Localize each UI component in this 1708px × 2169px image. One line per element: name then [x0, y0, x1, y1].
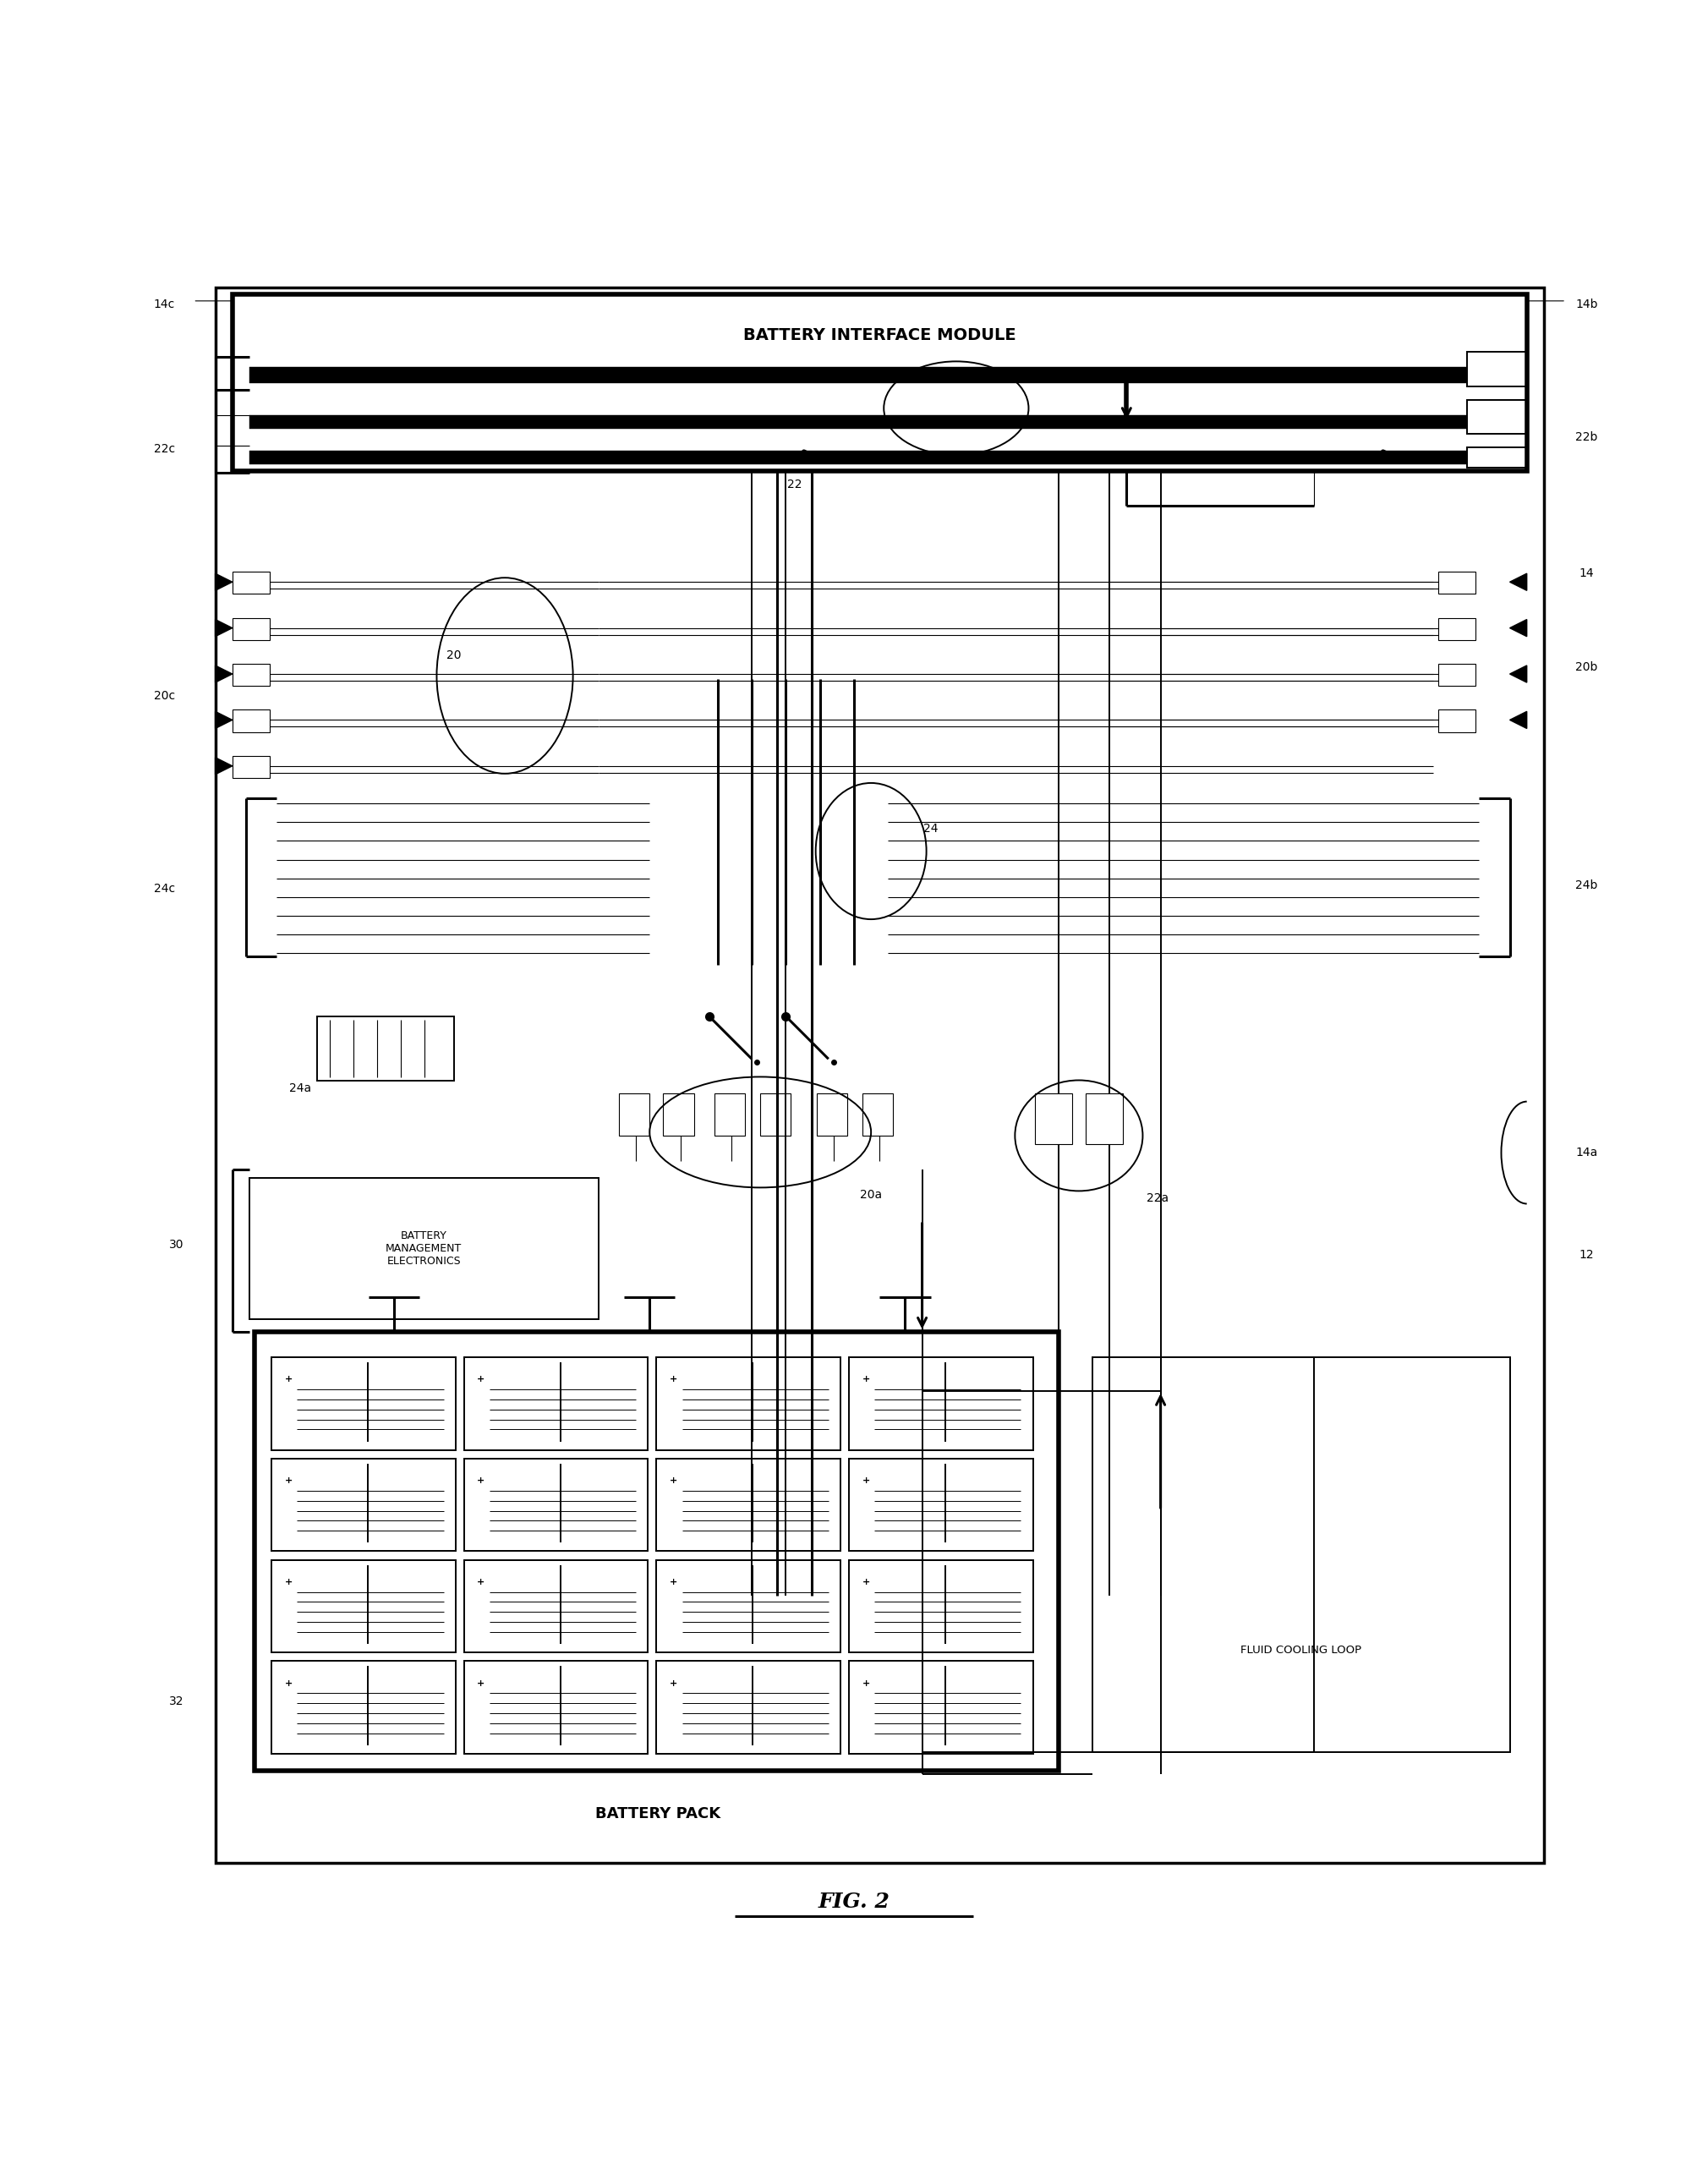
- Bar: [272, 1458, 456, 1551]
- Text: 20b: 20b: [1575, 662, 1597, 672]
- Text: 24c: 24c: [154, 883, 174, 894]
- Text: +: +: [477, 1375, 485, 1384]
- Bar: [1467, 447, 1527, 469]
- Text: 24a: 24a: [289, 1082, 311, 1093]
- Text: +: +: [863, 1577, 869, 1586]
- Text: +: +: [477, 1679, 485, 1687]
- Bar: [272, 1661, 456, 1755]
- Text: 14b: 14b: [1575, 299, 1597, 310]
- Bar: [714, 1093, 745, 1137]
- Bar: [1438, 573, 1476, 594]
- Bar: [254, 1332, 1059, 1770]
- Bar: [1086, 1093, 1124, 1143]
- Bar: [232, 664, 270, 685]
- Text: 22c: 22c: [154, 442, 174, 455]
- Text: +: +: [285, 1679, 292, 1687]
- Text: 24: 24: [924, 822, 938, 835]
- Polygon shape: [1510, 573, 1527, 590]
- Text: 22b: 22b: [1575, 432, 1597, 442]
- Polygon shape: [215, 757, 232, 774]
- Text: +: +: [863, 1375, 869, 1384]
- Polygon shape: [215, 620, 232, 636]
- Bar: [249, 1178, 598, 1319]
- Bar: [656, 1560, 840, 1653]
- Bar: [1093, 1358, 1510, 1753]
- Bar: [1467, 399, 1527, 434]
- Text: 30: 30: [169, 1238, 183, 1252]
- Bar: [249, 451, 1467, 464]
- Bar: [232, 709, 270, 731]
- Text: 22a: 22a: [1146, 1193, 1168, 1204]
- Bar: [816, 1093, 847, 1137]
- Bar: [249, 414, 1467, 429]
- Polygon shape: [1510, 620, 1527, 636]
- Text: +: +: [285, 1375, 292, 1384]
- Text: +: +: [670, 1477, 678, 1486]
- Text: 12: 12: [1578, 1249, 1594, 1260]
- Text: 20: 20: [446, 649, 461, 662]
- Bar: [215, 286, 1544, 1863]
- Text: +: +: [285, 1577, 292, 1586]
- Bar: [272, 1560, 456, 1653]
- Text: +: +: [863, 1679, 869, 1687]
- Text: +: +: [670, 1679, 678, 1687]
- Text: 22: 22: [787, 479, 801, 490]
- Bar: [760, 1093, 791, 1137]
- Text: +: +: [670, 1375, 678, 1384]
- Bar: [1438, 709, 1476, 731]
- Bar: [465, 1458, 647, 1551]
- Bar: [465, 1661, 647, 1755]
- Text: FIG. 2: FIG. 2: [818, 1891, 890, 1913]
- Text: BATTERY
MANAGEMENT
ELECTRONICS: BATTERY MANAGEMENT ELECTRONICS: [386, 1230, 463, 1267]
- Text: +: +: [670, 1577, 678, 1586]
- Text: 14: 14: [1578, 568, 1594, 579]
- Text: 20a: 20a: [861, 1189, 881, 1202]
- Bar: [1035, 1093, 1073, 1143]
- Bar: [849, 1358, 1033, 1449]
- Bar: [232, 295, 1527, 471]
- Text: 32: 32: [169, 1696, 183, 1707]
- Bar: [318, 1017, 454, 1080]
- Text: BATTERY PACK: BATTERY PACK: [596, 1807, 721, 1822]
- Bar: [465, 1358, 647, 1449]
- Text: 14a: 14a: [1575, 1147, 1597, 1158]
- Polygon shape: [1510, 711, 1527, 729]
- Bar: [465, 1560, 647, 1653]
- Bar: [849, 1661, 1033, 1755]
- Polygon shape: [215, 666, 232, 683]
- Text: 14c: 14c: [154, 299, 174, 310]
- Text: +: +: [863, 1477, 869, 1486]
- Polygon shape: [215, 573, 232, 590]
- Bar: [656, 1458, 840, 1551]
- Text: BATTERY INTERFACE MODULE: BATTERY INTERFACE MODULE: [743, 328, 1016, 343]
- Bar: [1467, 351, 1527, 386]
- Bar: [656, 1358, 840, 1449]
- Bar: [1438, 664, 1476, 685]
- Bar: [618, 1093, 649, 1137]
- Bar: [232, 573, 270, 594]
- Bar: [1438, 618, 1476, 640]
- Text: FLUID COOLING LOOP: FLUID COOLING LOOP: [1240, 1644, 1361, 1655]
- Text: 20c: 20c: [154, 690, 174, 703]
- Polygon shape: [1510, 666, 1527, 683]
- Bar: [232, 755, 270, 779]
- Bar: [656, 1661, 840, 1755]
- Bar: [849, 1458, 1033, 1551]
- Bar: [272, 1358, 456, 1449]
- Polygon shape: [215, 711, 232, 729]
- Bar: [232, 618, 270, 640]
- Bar: [249, 367, 1467, 382]
- Bar: [849, 1560, 1033, 1653]
- Text: 24b: 24b: [1575, 878, 1597, 891]
- Text: +: +: [285, 1477, 292, 1486]
- Bar: [663, 1093, 693, 1137]
- Text: +: +: [477, 1477, 485, 1486]
- Bar: [863, 1093, 893, 1137]
- Text: +: +: [477, 1577, 485, 1586]
